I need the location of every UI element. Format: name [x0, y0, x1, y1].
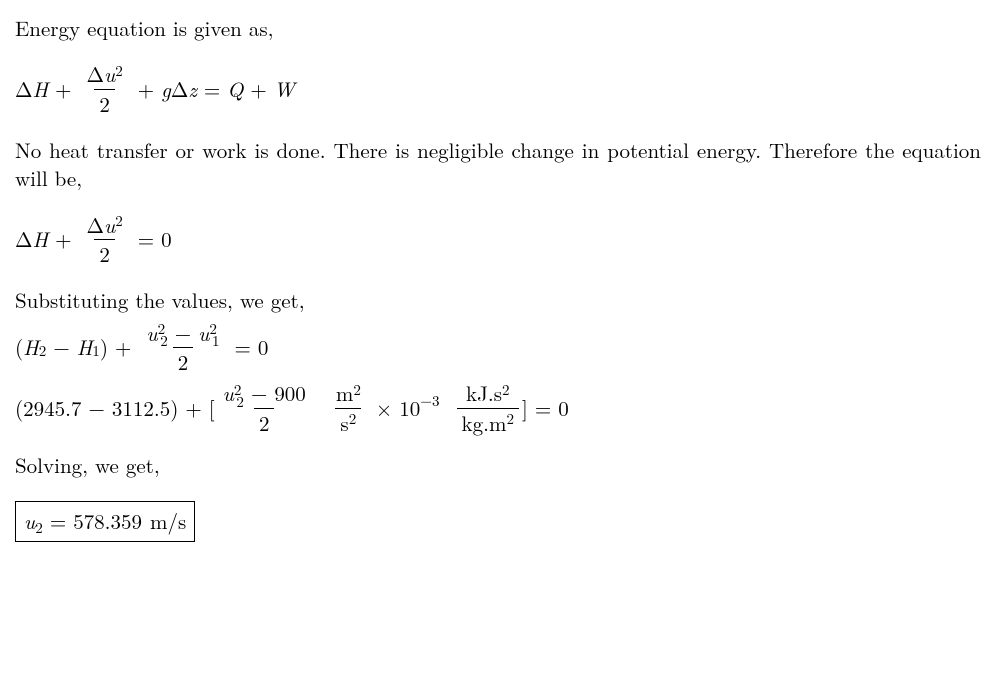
Q-var: Q	[227, 75, 243, 103]
eq-op: =	[50, 507, 66, 535]
minus-op: −	[175, 319, 191, 347]
unit-ms: m/s	[150, 507, 186, 535]
unit-kJs2-kgm2: kJ.s2 kg.m2	[457, 379, 520, 437]
result-box: u2 = 578.359 m/s	[15, 501, 195, 541]
deltau2-over-2: Δu2 2	[81, 60, 127, 118]
assumptions-text: No heat transfer or work is done. There …	[15, 136, 981, 193]
lbracket: [	[209, 394, 215, 422]
lparen: (	[15, 333, 23, 361]
u-var: u	[146, 319, 157, 347]
u-var: u	[223, 379, 234, 407]
u2sq-minus-u1sq-over-2: u22 − u21 2	[141, 319, 224, 377]
minus-op: −	[251, 379, 267, 407]
delta-sym: Δ	[86, 60, 104, 88]
solving-text: Solving, we get,	[15, 451, 981, 479]
energy-equation-full: ΔH + Δu2 2 + gΔz = Q + W	[15, 60, 981, 118]
H-var: H	[33, 225, 49, 253]
plus-op: +	[55, 225, 71, 253]
rparen: )	[170, 394, 178, 422]
H-var: H	[33, 75, 49, 103]
minus-op: −	[53, 333, 69, 361]
delta-sym: Δ	[171, 75, 189, 103]
lparen: (	[15, 394, 23, 422]
z-var: z	[188, 75, 197, 103]
subst-row-1: (H2 − H1) + u22 − u21 2 = 0	[15, 319, 981, 377]
minus-op: −	[89, 394, 105, 422]
eq-op: =	[204, 75, 220, 103]
deltau2-over-2: Δu2 2	[81, 211, 127, 269]
g-var: g	[161, 75, 171, 103]
H1-value: 3112.5	[112, 394, 170, 422]
plus-op: +	[250, 75, 266, 103]
eq-op: =	[535, 394, 551, 422]
u-var: u	[104, 211, 115, 239]
unit-s: s	[494, 379, 502, 407]
zero: 0	[161, 225, 172, 253]
intro-text: Energy equation is given as,	[15, 14, 981, 42]
u2-result-value: 578.359	[73, 507, 142, 535]
substitution-equations: (H2 − H1) + u22 − u21 2 = 0 (2945.7 − 31…	[15, 319, 981, 437]
result-container: u2 = 578.359 m/s	[15, 497, 981, 541]
u-var: u	[24, 507, 35, 535]
substitute-text: Substituting the values, we get,	[15, 286, 981, 314]
unit-kg: kg	[462, 409, 484, 437]
W-var: W	[274, 75, 295, 103]
u2sq-minus-900-over-2: u22 − 900 2	[218, 379, 311, 437]
times-op: ×	[376, 394, 392, 422]
unit-m2-s2: m2 s2	[331, 379, 366, 437]
rparen: )	[100, 333, 108, 361]
denom-2: 2	[178, 348, 189, 376]
delta-sym: Δ	[86, 211, 104, 239]
eq-op: =	[138, 225, 154, 253]
zero: 0	[558, 394, 569, 422]
denom-2: 2	[99, 90, 110, 118]
unit-m: m	[336, 379, 354, 407]
rbracket: ]	[522, 394, 528, 422]
plus-op: +	[55, 75, 71, 103]
plus-op: +	[138, 75, 154, 103]
delta-sym: Δ	[15, 225, 33, 253]
plus-op: +	[185, 394, 201, 422]
u-var: u	[198, 319, 209, 347]
u1sq-value: 900	[274, 379, 306, 407]
H2-value: 2945.7	[23, 394, 81, 422]
subst-row-2: (2945.7 − 3112.5) + [ u22 − 900 2 m2 s2 …	[15, 379, 981, 437]
ten-base: 10	[399, 394, 420, 422]
plus-op: +	[115, 333, 131, 361]
energy-equation-reduced: ΔH + Δu2 2 = 0	[15, 211, 981, 269]
H-var: H	[77, 333, 93, 361]
eq-op: =	[235, 333, 251, 361]
zero: 0	[258, 333, 269, 361]
H-var: H	[23, 333, 39, 361]
unit-m: m	[489, 409, 507, 437]
unit-kJ: kJ	[466, 379, 488, 407]
u-var: u	[104, 60, 115, 88]
denom-2: 2	[259, 409, 270, 437]
delta-sym: Δ	[15, 75, 33, 103]
denom-2: 2	[99, 240, 110, 268]
unit-s: s	[340, 409, 348, 437]
